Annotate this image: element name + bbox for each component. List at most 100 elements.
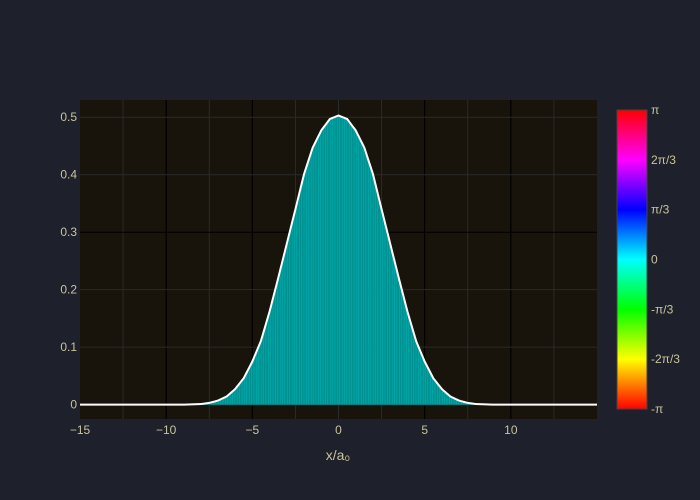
density-bar	[236, 385, 239, 405]
density-bar	[443, 391, 446, 405]
density-bar	[431, 376, 434, 405]
density-bar	[381, 212, 384, 405]
density-bar	[307, 160, 310, 405]
density-bar	[367, 160, 370, 405]
density-bar	[241, 379, 244, 405]
density-bar	[324, 124, 327, 405]
y-tick-label: 0.5	[60, 110, 77, 124]
density-bar	[348, 122, 351, 405]
colorbar-tick-label: π/3	[651, 203, 670, 217]
density-bar	[326, 122, 329, 405]
density-bar	[309, 155, 312, 405]
density-bar	[290, 226, 293, 405]
density-bar	[365, 155, 368, 405]
density-bar	[369, 166, 372, 405]
density-bar	[405, 308, 408, 405]
density-bar	[384, 226, 387, 405]
colorbar-tick-label: π	[651, 103, 659, 117]
density-bar	[393, 260, 396, 405]
density-bar	[343, 117, 346, 405]
density-bar	[322, 126, 325, 405]
density-bar	[274, 288, 277, 405]
density-bar	[333, 117, 336, 405]
density-bar	[419, 351, 422, 405]
density-bar	[402, 294, 405, 405]
density-bar	[253, 355, 256, 405]
density-bar	[359, 138, 362, 405]
x-tick-label: −15	[70, 423, 91, 437]
colorbar-gradient	[616, 109, 648, 410]
density-bar	[395, 267, 398, 405]
density-bar	[317, 135, 320, 405]
density-bar	[231, 391, 234, 405]
density-bar	[243, 376, 246, 405]
density-bar	[314, 142, 317, 405]
density-bar	[383, 219, 386, 405]
density-bar	[421, 355, 424, 405]
density-bar	[340, 116, 343, 405]
density-bar	[286, 240, 289, 405]
density-bar	[262, 331, 265, 405]
density-bar	[234, 387, 237, 405]
y-tick-label: 0.1	[60, 340, 77, 354]
curve-layer	[80, 114, 597, 406]
density-bar	[345, 118, 348, 405]
colorbar-tick-label: 2π/3	[651, 153, 676, 167]
density-bar	[245, 373, 248, 405]
density-bar	[312, 145, 315, 405]
density-bar	[350, 124, 353, 405]
density-bar	[250, 363, 253, 405]
density-bar	[293, 212, 296, 405]
density-bar	[352, 126, 355, 405]
density-bar	[414, 337, 417, 405]
y-tick-label: 0.3	[60, 225, 77, 239]
density-bar	[400, 288, 403, 405]
density-bar	[429, 373, 432, 405]
density-bar	[248, 366, 251, 405]
density-bar	[410, 326, 413, 405]
density-bar	[264, 326, 267, 405]
density-bar	[412, 331, 415, 405]
density-bar	[296, 198, 300, 405]
density-bar	[233, 389, 236, 405]
probability-curve	[80, 114, 597, 406]
density-bar	[417, 346, 420, 405]
density-bar	[407, 314, 410, 405]
density-bar	[396, 274, 399, 405]
phase-colorbar: π 2π/3 π/3 0 -π/3 -2π/3 -π	[616, 103, 680, 416]
density-bar	[436, 383, 439, 405]
density-bar	[310, 150, 313, 405]
density-bar	[319, 132, 322, 405]
density-bar	[415, 342, 418, 405]
x-tick-label: 0	[335, 423, 342, 437]
density-bar	[422, 359, 425, 405]
y-tick-label: 0.4	[60, 168, 77, 182]
y-tick-label: 0	[70, 398, 77, 412]
density-bar	[403, 301, 406, 405]
density-bar	[372, 177, 375, 405]
density-bar	[434, 381, 437, 405]
density-bar	[433, 379, 436, 405]
density-bar	[409, 320, 412, 405]
density-bar	[336, 115, 339, 405]
x-tick-label: 10	[504, 423, 518, 437]
density-bar	[362, 145, 365, 405]
density-bar	[278, 274, 281, 405]
density-bar	[427, 369, 430, 405]
density-bar	[386, 233, 389, 405]
density-bar	[302, 177, 305, 405]
x-tick-label: −5	[245, 423, 259, 437]
density-bar	[334, 116, 337, 405]
density-bar	[295, 205, 298, 405]
density-bar	[283, 253, 286, 405]
density-bar	[440, 387, 443, 405]
density-bar	[259, 342, 262, 405]
x-tick-label: −10	[156, 423, 177, 437]
density-bar	[357, 135, 360, 405]
density-bar	[240, 381, 243, 405]
density-bar	[281, 260, 284, 405]
colorbar-tick-label: 0	[651, 253, 658, 267]
density-bar	[360, 142, 363, 405]
density-bar	[315, 138, 318, 405]
